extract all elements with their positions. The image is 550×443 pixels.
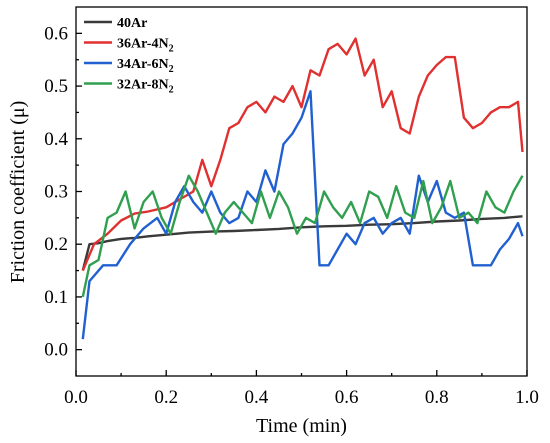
y-tick-label: 0.0	[44, 340, 68, 361]
series-line	[81, 215, 523, 271]
legend-label: 40Ar	[117, 16, 147, 31]
x-tick-label: 0.8	[425, 387, 449, 408]
x-tick-label: 0.6	[335, 387, 359, 408]
series-line	[81, 174, 524, 298]
x-tick-label: 0.2	[154, 387, 178, 408]
x-tick-label: 0.0	[64, 387, 88, 408]
x-tick-labels: 0.0 0.2 0.4 0.6 0.8 1.0	[64, 387, 539, 408]
y-tick-label: 0.3	[44, 182, 68, 203]
y-tick-label: 0.4	[44, 129, 68, 150]
legend: 40Ar 36Ar-4N2 34Ar-6N2 32Ar-8N2	[84, 16, 174, 96]
legend-label: 34Ar-6N2	[117, 57, 174, 75]
x-tick-label: 0.4	[245, 387, 269, 408]
series-lines	[81, 37, 524, 340]
y-axis-title: Friction coefficient (μ)	[7, 101, 29, 284]
y-tick-label: 0.6	[44, 23, 68, 44]
y-tick-label: 0.1	[44, 287, 68, 308]
y-tick-labels: 0.0 0.1 0.2 0.3 0.4 0.5 0.6	[44, 23, 68, 360]
x-axis-title: Time (min)	[256, 415, 347, 437]
y-tick-label: 0.5	[44, 76, 68, 97]
series-line	[81, 37, 524, 272]
series-line	[81, 90, 524, 340]
y-tick-label: 0.2	[44, 234, 68, 255]
axis-ticks	[75, 32, 528, 376]
legend-label: 36Ar-4N2	[117, 37, 174, 55]
x-tick-label: 1.0	[515, 387, 539, 408]
legend-label: 32Ar-8N2	[117, 78, 174, 96]
